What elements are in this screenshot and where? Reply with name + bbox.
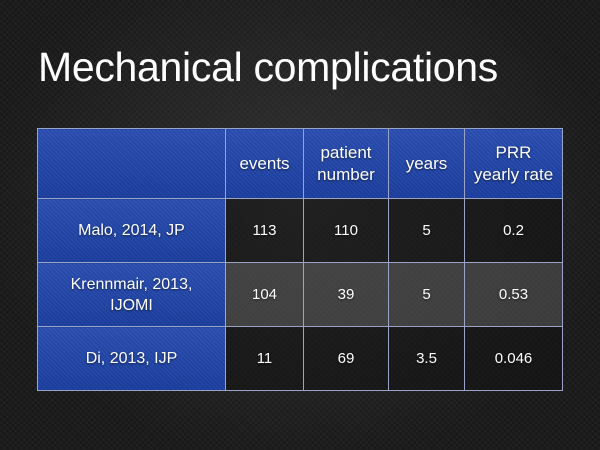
header-years-label: years	[405, 153, 448, 173]
row-label-malo: Malo, 2014, JP	[37, 198, 226, 263]
row-label-text-line-1: Krennmair, 2013,	[70, 275, 193, 293]
header-prr-line-1: PRR	[495, 142, 532, 162]
header-corner-cell	[37, 128, 226, 199]
cell-rate: 0.046	[464, 326, 563, 391]
table-row: Malo, 2014, JP 113 110 5 0.2	[37, 198, 563, 263]
cell-rate: 0.2	[464, 198, 563, 263]
cell-patients: 39	[303, 262, 389, 327]
cell-events: 113	[225, 198, 304, 263]
row-label-text-line-2: IJOMI	[110, 296, 153, 314]
cell-years: 5	[388, 262, 465, 327]
header-events-label: events	[239, 153, 290, 173]
table-row: Di, 2013, IJP 11 69 3.5 0.046	[37, 326, 563, 391]
row-label-krennmair: Krennmair, 2013, IJOMI	[37, 262, 226, 327]
header-events: events	[225, 128, 304, 199]
cell-years: 3.5	[388, 326, 465, 391]
complications-table: events patient number years PRR yearly r…	[37, 128, 563, 391]
cell-rate: 0.53	[464, 262, 563, 327]
row-label-text: Malo, 2014, JP	[78, 222, 185, 239]
header-patient-number-line-1: patient	[320, 142, 372, 162]
header-patient-number: patient number	[303, 128, 389, 199]
table-header-row: events patient number years PRR yearly r…	[37, 128, 563, 199]
row-label-di: Di, 2013, IJP	[37, 326, 226, 391]
cell-years: 5	[388, 198, 465, 263]
table-row: Krennmair, 2013, IJOMI 104 39 5 0.53	[37, 262, 563, 327]
header-patient-number-line-2: number	[317, 164, 375, 184]
cell-patients: 69	[303, 326, 389, 391]
header-prr-yearly-rate: PRR yearly rate	[464, 128, 563, 199]
row-label-text: Di, 2013, IJP	[85, 350, 178, 367]
cell-patients: 110	[303, 198, 389, 263]
cell-events: 104	[225, 262, 304, 327]
cell-events: 11	[225, 326, 304, 391]
slide-title: Mechanical complications	[38, 44, 498, 90]
header-prr-line-2: yearly rate	[473, 164, 554, 184]
header-years: years	[388, 128, 465, 199]
